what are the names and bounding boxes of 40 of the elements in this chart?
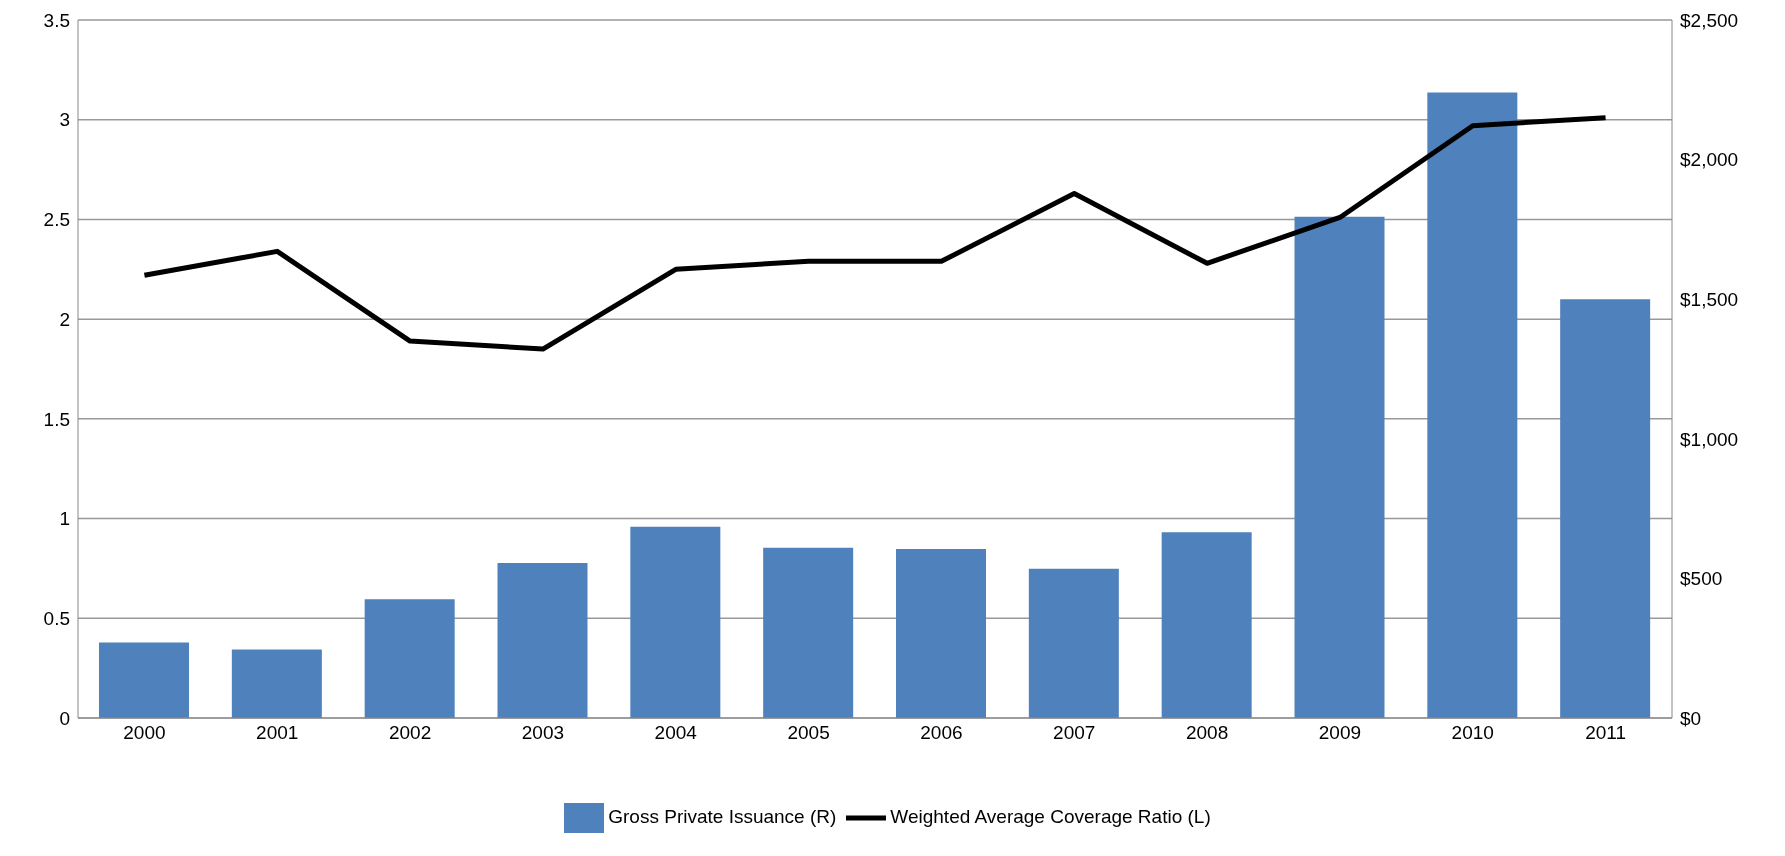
y-tick-label: 0.5 xyxy=(43,608,70,630)
bar xyxy=(1427,92,1518,718)
x-tick-label: 2006 xyxy=(920,722,963,744)
y2-tick-label: $2,000 xyxy=(1680,149,1739,171)
x-tick-label: 2010 xyxy=(1451,722,1494,744)
bar xyxy=(497,563,588,718)
bar xyxy=(1560,299,1651,718)
legend-label: Gross Private Issuance (R) xyxy=(608,806,837,828)
x-tick-label: 2003 xyxy=(521,722,565,744)
y2-tick-label: $1,000 xyxy=(1680,428,1739,450)
x-tick-label: 2002 xyxy=(388,722,432,744)
bar xyxy=(763,547,854,718)
y-tick-label: 0 xyxy=(59,707,70,729)
y2-tick-label: $2,500 xyxy=(1680,9,1739,31)
y-tick-label: 3 xyxy=(59,109,70,131)
x-tick-label: 2008 xyxy=(1185,722,1229,744)
x-tick-label: 2000 xyxy=(123,722,166,744)
bar xyxy=(99,642,189,718)
legend-label: Weighted Average Coverage Ratio (L) xyxy=(890,806,1211,828)
bar xyxy=(231,649,322,718)
y-tick-label: 2.5 xyxy=(43,209,70,231)
bar xyxy=(630,526,721,718)
y-tick-label: 3.5 xyxy=(43,9,70,31)
y2-tick-label: $1,500 xyxy=(1680,288,1739,310)
x-tick-label: 2004 xyxy=(654,722,698,744)
bar xyxy=(364,599,455,718)
x-tick-label: 2001 xyxy=(256,722,299,744)
y-tick-label: 2 xyxy=(59,308,70,330)
bar xyxy=(1161,532,1252,718)
x-tick-label: 2011 xyxy=(1585,722,1627,744)
bar xyxy=(896,549,986,718)
x-tick-label: 2009 xyxy=(1318,722,1362,744)
y2-tick-label: $500 xyxy=(1680,568,1723,590)
y-tick-label: 1 xyxy=(59,508,70,530)
y2-tick-label: $0 xyxy=(1680,707,1702,729)
bar xyxy=(1294,216,1385,718)
y-tick-label: 1.5 xyxy=(43,408,70,430)
bar xyxy=(1028,568,1119,718)
x-tick-label: 2005 xyxy=(787,722,830,744)
x-tick-label: 2007 xyxy=(1053,722,1096,744)
